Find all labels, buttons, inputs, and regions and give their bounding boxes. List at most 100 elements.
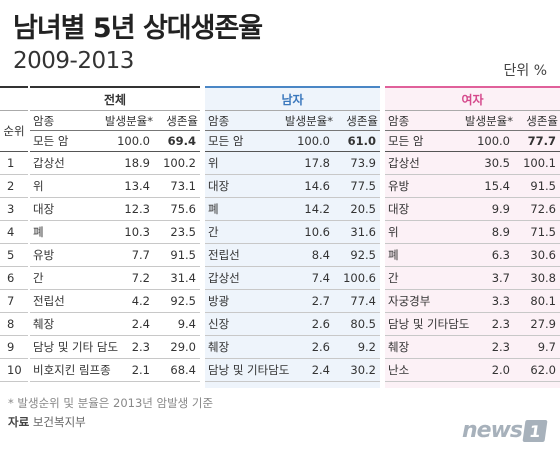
panel-all-rows: 모든 암 100.0 69.4 갑상선 18.9 100.2 위 13.4 73.1 대장 12.3… [30, 131, 200, 382]
rank-title-spacer [0, 86, 28, 110]
table-row: 위 8.9 71.5 [385, 221, 560, 244]
survival-cell: 72.6 [530, 202, 556, 216]
rank-header: 순위 [0, 110, 28, 152]
cancer-type-cell: 대장 [33, 202, 55, 216]
header-cancer-type: 암종 [33, 113, 55, 128]
source-label: 자료 [8, 415, 30, 429]
share-cell: 3.7 [491, 271, 510, 285]
table-row: 대장 14.6 77.5 [205, 175, 380, 198]
share-cell: 2.3 [491, 340, 510, 354]
survival-cell: 91.5 [530, 179, 556, 193]
share-cell: 100.0 [297, 134, 330, 148]
share-cell: 2.7 [311, 294, 330, 308]
cancer-type-cell: 갑상선 [388, 156, 420, 170]
cancer-type-cell: 폐 [388, 248, 399, 262]
table-row: 모든 암 100.0 77.7 [385, 131, 560, 152]
survival-cell: 92.5 [170, 294, 196, 308]
share-cell: 2.3 [131, 340, 150, 354]
cancer-type-cell: 담낭 및 기타담도 [388, 317, 470, 331]
panel-female-rows: 모든 암 100.0 77.7 갑상선 30.5 100.1 유방 15.4 91.5 대장 9.9… [385, 131, 560, 382]
survival-cell: 92.5 [350, 248, 376, 262]
rank-cell: 7 [0, 290, 28, 313]
table-row: 담낭 및 기타 담도 2.3 29.0 [30, 336, 200, 359]
source-line: 자료 보건복지부 [8, 414, 86, 430]
cancer-type-cell: 갑상선 [33, 156, 65, 170]
share-cell: 7.4 [311, 271, 330, 285]
table-row: 간 7.2 31.4 [30, 267, 200, 290]
survival-cell: 31.4 [170, 271, 196, 285]
cancer-type-cell: 모든 암 [33, 134, 69, 148]
rank-cell: 5 [0, 244, 28, 267]
cancer-type-cell: 자궁경부 [388, 294, 431, 308]
cancer-type-cell: 유방 [388, 179, 410, 193]
survival-cell: 9.7 [537, 340, 556, 354]
survival-cell: 27.9 [530, 317, 556, 331]
table-row: 췌장 2.6 9.2 [205, 336, 380, 359]
unit-label: 단위 % [503, 63, 547, 79]
table-row: 전립선 4.2 92.5 [30, 290, 200, 313]
rank-cell: 3 [0, 198, 28, 221]
survival-cell: 30.8 [530, 271, 556, 285]
survival-cell: 100.1 [523, 156, 556, 170]
table-row: 갑상선 18.9 100.2 [30, 152, 200, 175]
panel-all: 전체 암종 발생분율* 생존율 모든 암 100.0 69.4 갑상선 18.9 100.… [30, 86, 200, 388]
survival-cell: 73.9 [350, 156, 376, 170]
survival-cell: 71.5 [530, 225, 556, 239]
cancer-type-cell: 담낭 및 기타 담도 [33, 340, 119, 354]
survival-cell: 68.4 [170, 363, 196, 377]
survival-cell: 20.5 [350, 202, 376, 216]
share-cell: 14.2 [304, 202, 330, 216]
cancer-type-cell: 대장 [388, 202, 410, 216]
survival-cell: 9.2 [357, 340, 376, 354]
share-cell: 10.6 [304, 225, 330, 239]
table-row: 췌장 2.3 9.7 [385, 336, 560, 359]
share-cell: 2.6 [311, 317, 330, 331]
table-row: 폐 14.2 20.5 [205, 198, 380, 221]
cancer-type-cell: 간 [33, 271, 44, 285]
table-row: 간 3.7 30.8 [385, 267, 560, 290]
share-cell: 15.4 [484, 179, 510, 193]
cancer-type-cell: 유방 [33, 248, 55, 262]
table-row: 신장 2.6 80.5 [205, 313, 380, 336]
survival-cell: 23.5 [170, 225, 196, 239]
share-cell: 3.3 [491, 294, 510, 308]
header-cancer-type: 암종 [208, 113, 230, 128]
footnote: * 발생순위 및 분율은 2013년 암발생 기준 [8, 396, 214, 410]
table-row: 췌장 2.4 9.4 [30, 313, 200, 336]
survival-cell: 80.1 [530, 294, 556, 308]
share-cell: 100.0 [477, 134, 510, 148]
cancer-type-cell: 모든 암 [388, 134, 424, 148]
share-cell: 2.3 [491, 317, 510, 331]
survival-cell: 77.4 [350, 294, 376, 308]
panel-male: 남자 암종 발생분율* 생존율 모든 암 100.0 61.0 위 17.8 73.9 대장… [205, 86, 380, 388]
table-row: 난소 2.0 62.0 [385, 359, 560, 382]
panel-all-header: 암종 발생분율* 생존율 [30, 110, 200, 131]
table-row: 방광 2.7 77.4 [205, 290, 380, 313]
survival-cell: 75.6 [170, 202, 196, 216]
rank-cell: 4 [0, 221, 28, 244]
panel-female: 여자 암종 발생분율* 생존율 모든 암 100.0 77.7 갑상선 30.5 100.… [385, 86, 560, 388]
share-cell: 8.4 [311, 248, 330, 262]
share-cell: 18.9 [124, 156, 150, 170]
share-cell: 7.2 [131, 271, 150, 285]
rank-column: 순위 1 2 3 4 5 6 7 8 9 10 [0, 86, 28, 388]
table-row: 갑상선 30.5 100.1 [385, 152, 560, 175]
header-survival: 생존율 [166, 113, 198, 128]
header-survival: 생존율 [346, 113, 378, 128]
rank-cell: 9 [0, 336, 28, 359]
page-subtitle: 2009-2013 [13, 48, 134, 74]
cancer-type-cell: 비호지킨 림프종 [33, 363, 111, 377]
cancer-type-cell: 췌장 [33, 317, 55, 331]
share-cell: 10.3 [124, 225, 150, 239]
cancer-type-cell: 전립선 [208, 248, 240, 262]
survival-cell: 100.2 [163, 156, 196, 170]
cancer-type-cell: 모든 암 [208, 134, 244, 148]
table-row: 폐 10.3 23.5 [30, 221, 200, 244]
cancer-type-cell: 갑상선 [208, 271, 240, 285]
survival-cell: 61.0 [347, 134, 376, 148]
share-cell: 2.4 [311, 363, 330, 377]
survival-cell: 29.0 [170, 340, 196, 354]
survival-cell: 77.7 [527, 134, 556, 148]
table-row: 유방 15.4 91.5 [385, 175, 560, 198]
table-row: 전립선 8.4 92.5 [205, 244, 380, 267]
